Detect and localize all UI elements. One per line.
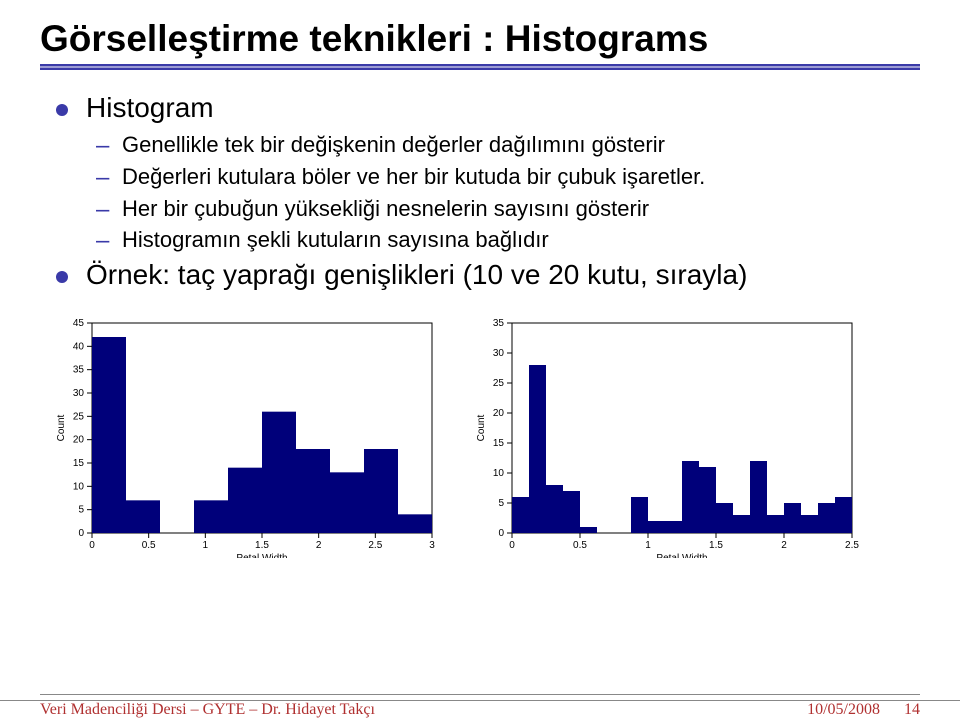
svg-text:25: 25 [493,378,505,389]
svg-text:Petal Width: Petal Width [656,553,707,558]
svg-text:30: 30 [493,348,505,359]
bullet-desc-4: Histogramın şekli kutuların sayısına bağ… [96,227,920,254]
svg-text:30: 30 [73,388,85,399]
svg-text:5: 5 [78,505,84,516]
svg-text:0: 0 [498,528,504,539]
svg-text:1.5: 1.5 [255,540,269,551]
svg-text:0: 0 [509,540,515,551]
svg-text:Count: Count [476,415,487,442]
svg-text:5: 5 [498,498,504,509]
footer-date: 10/05/2008 [807,701,880,718]
svg-text:10: 10 [493,468,505,479]
bullet-desc-2: Değerleri kutulara böler ve her bir kutu… [96,164,920,191]
svg-text:35: 35 [73,365,85,376]
svg-text:3: 3 [429,540,435,551]
svg-text:15: 15 [493,438,505,449]
bullet-example: Örnek: taç yaprağı genişlikleri (10 ve 2… [56,259,920,291]
svg-text:1: 1 [645,540,651,551]
page-title: Görselleştirme teknikleri : Histograms [40,18,920,60]
footer-page: 14 [904,701,920,718]
svg-text:0.5: 0.5 [573,540,587,551]
svg-text:20: 20 [73,435,85,446]
histogram-10-bins: 0 5 10 15 20 25 30 35 40 45 0 0.5 1 1.5 2 2.5 3 Petal Wid… [50,313,440,558]
svg-text:Petal Width: Petal Width [236,553,287,558]
svg-text:35: 35 [493,318,505,329]
svg-text:2: 2 [781,540,787,551]
svg-text:25: 25 [73,412,85,423]
svg-text:1.5: 1.5 [709,540,723,551]
histogram-20-bins: 0 5 10 15 20 25 30 35 0 0.5 1 1.5 2 2.5 Petal Width Cou… [470,313,860,558]
svg-text:Count: Count [56,415,67,442]
bullet-desc-3: Her bir çubuğun yüksekliği nesnelerin sa… [96,196,920,223]
slide: Görselleştirme teknikleri : Histograms H… [0,0,960,725]
svg-text:15: 15 [73,458,85,469]
svg-text:20: 20 [493,408,505,419]
svg-text:0.5: 0.5 [142,540,156,551]
svg-text:2: 2 [316,540,322,551]
content-body: Histogram Genellikle tek bir değişkenin … [40,92,920,291]
svg-text:45: 45 [73,318,85,329]
title-rule [40,64,920,70]
svg-text:40: 40 [73,342,85,353]
svg-text:0: 0 [78,528,84,539]
svg-text:2.5: 2.5 [368,540,382,551]
charts-row: 05101520253035404500.511.522.53Petal Wid… [40,313,920,558]
footer-left: Veri Madenciliği Dersi – GYTE – Dr. Hida… [40,701,375,719]
svg-text:2.5: 2.5 [845,540,859,551]
footer: Veri Madenciliği Dersi – GYTE – Dr. Hida… [0,700,960,719]
bullet-histogram: Histogram [56,92,920,124]
svg-text:1: 1 [203,540,209,551]
footer-rule [40,694,920,695]
svg-text:10: 10 [73,482,85,493]
svg-text:0: 0 [89,540,95,551]
bullet-desc-1: Genellikle tek bir değişkenin değerler d… [96,132,920,159]
